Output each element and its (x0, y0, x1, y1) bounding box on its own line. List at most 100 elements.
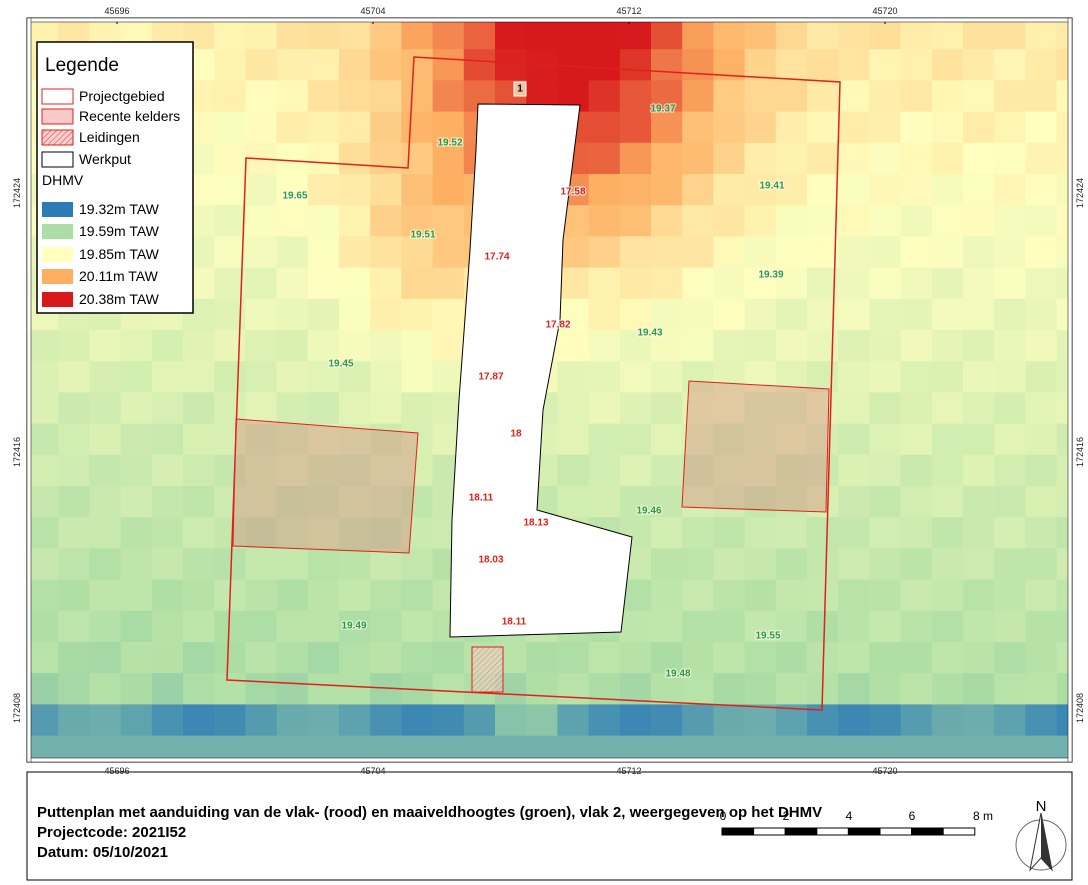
raster-cell (245, 80, 278, 113)
raster-cell (495, 49, 527, 81)
raster-cell (588, 642, 621, 674)
vlak-label: 18.11 (502, 617, 527, 628)
raster-cell (900, 174, 933, 206)
raster-cell (183, 642, 215, 674)
raster-cell (713, 142, 746, 175)
raster-cell (432, 49, 465, 81)
raster-cell (682, 361, 714, 393)
raster-cell (869, 174, 902, 206)
raster-cell (307, 361, 340, 393)
raster-cell (401, 454, 434, 487)
raster-cell (151, 486, 184, 518)
raster-cell (744, 361, 777, 393)
raster-cell (869, 423, 902, 456)
raster-cell (744, 142, 777, 175)
raster-cell (276, 49, 309, 81)
raster-cell (370, 142, 402, 175)
raster-cell (900, 610, 933, 643)
raster-cell (838, 423, 870, 456)
raster-cell (58, 517, 90, 549)
raster-cell (151, 454, 184, 487)
raster-cell (214, 454, 246, 487)
raster-cell (931, 236, 964, 269)
raster-cell (682, 330, 714, 362)
raster-cell (588, 111, 621, 144)
raster-cell (869, 548, 902, 581)
raster-cell (432, 174, 465, 206)
raster-cell (183, 423, 215, 456)
raster-cell (151, 673, 184, 705)
raster-cell (807, 610, 839, 643)
raster-cell (557, 673, 590, 705)
coord-label-bottom: 45712 (616, 766, 641, 776)
raster-cell (744, 298, 777, 331)
raster-cell (838, 298, 870, 331)
raster-cell (713, 486, 746, 518)
raster-cell (58, 548, 90, 581)
raster-cell (245, 735, 278, 762)
raster-cell (682, 704, 714, 737)
raster-cell (120, 642, 153, 674)
raster-cell (89, 642, 122, 674)
raster-cell (931, 735, 964, 762)
kelder (232, 418, 419, 554)
raster-cell (651, 80, 683, 113)
raster-cell (526, 704, 558, 737)
raster-cell (1025, 142, 1058, 175)
raster-cell (370, 579, 402, 612)
footer-code: Projectcode: 2021I52 (37, 824, 186, 841)
raster-cell (401, 610, 434, 643)
raster-cell (651, 392, 683, 425)
raster-cell (682, 642, 714, 674)
raster-cell (869, 392, 902, 425)
raster-cell (307, 673, 340, 705)
raster-cell (463, 49, 496, 81)
maaiveld-label: 19.39 (758, 270, 783, 281)
raster-cell (900, 704, 933, 737)
raster-cell (307, 642, 340, 674)
raster-cell (900, 517, 933, 549)
raster-cell (183, 735, 215, 762)
raster-cell (869, 49, 902, 81)
raster-cell (807, 454, 839, 487)
maaiveld-label: 19.43 (637, 328, 662, 339)
footer-frame (26, 771, 1073, 881)
raster-cell (58, 330, 90, 362)
raster-cell (869, 236, 902, 269)
raster-cell (900, 18, 933, 50)
raster-cell (432, 704, 465, 737)
raster-cell (588, 392, 621, 425)
raster-cell (214, 142, 246, 175)
raster-cell (588, 205, 621, 237)
raster-cell (401, 142, 434, 175)
maaiveld-label: 19.49 (341, 621, 366, 632)
scale-label: 8 m (973, 809, 993, 823)
raster-cell (651, 548, 683, 581)
scale-segment (942, 827, 976, 836)
raster-cell (744, 610, 777, 643)
raster-cell (775, 267, 808, 300)
raster-cell (713, 673, 746, 705)
raster-cell (307, 486, 340, 518)
raster-cell (307, 49, 340, 81)
raster-cell (900, 642, 933, 674)
scale-label: 0 (720, 809, 727, 823)
raster-cell (151, 642, 184, 674)
raster-cell (651, 454, 683, 487)
raster-cell (307, 610, 340, 643)
raster-cell (931, 267, 964, 300)
raster-cell (401, 205, 434, 237)
raster-cell (869, 361, 902, 393)
raster-cell (307, 454, 340, 487)
raster-cell (151, 392, 184, 425)
raster-cell (619, 49, 652, 81)
raster-cell (27, 610, 59, 643)
raster-cell (931, 486, 964, 518)
raster-cell (370, 454, 402, 487)
raster-cell (432, 142, 465, 175)
raster-cell (682, 111, 714, 144)
raster-cell (120, 454, 153, 487)
raster-cell (900, 486, 933, 518)
raster-cell (963, 80, 995, 113)
raster-cell (1025, 298, 1058, 331)
